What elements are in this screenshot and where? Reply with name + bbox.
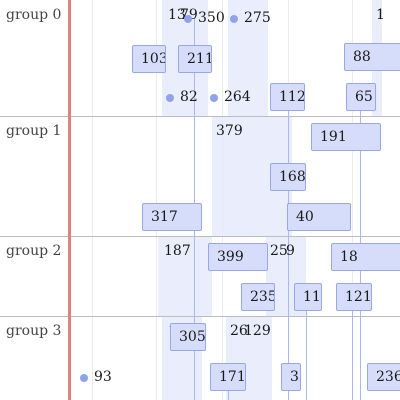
- item-label[interactable]: 187: [164, 243, 191, 259]
- point-dot-icon: [166, 94, 174, 102]
- timeline-item[interactable]: 305: [170, 323, 206, 351]
- timeline-item[interactable]: 236: [367, 363, 400, 391]
- timeline-item[interactable]: 103: [132, 45, 166, 73]
- group-label: group 0: [6, 7, 62, 23]
- group-row: group 2: [0, 237, 400, 317]
- timeline-item[interactable]: 11: [294, 283, 322, 311]
- timeline-item[interactable]: 121: [336, 283, 372, 311]
- timeline-item[interactable]: 112: [270, 83, 305, 111]
- item-label[interactable]: 13: [168, 7, 186, 23]
- current-time-marker: [68, 0, 71, 400]
- gridline: [352, 0, 353, 400]
- timeline-item[interactable]: 33: [281, 363, 301, 391]
- item-connector-line: [306, 310, 307, 400]
- group-row: group 0: [0, 0, 400, 117]
- item-connector-line: [228, 390, 229, 400]
- group-row: group 3: [0, 317, 400, 400]
- timeline-item[interactable]: 317: [142, 203, 202, 231]
- timeline-item[interactable]: 18: [331, 243, 400, 271]
- group-row: group 1: [0, 117, 400, 237]
- item-label[interactable]: 129: [244, 323, 271, 339]
- item-connector-line: [352, 310, 353, 400]
- gridline: [156, 0, 157, 400]
- timeline-item[interactable]: 88: [344, 43, 400, 71]
- timeline-item[interactable]: 40: [287, 203, 351, 231]
- background-band: [158, 236, 212, 316]
- item-label[interactable]: 26: [230, 323, 248, 339]
- gridline: [92, 0, 93, 400]
- item-label[interactable]: 1: [376, 7, 385, 23]
- item-label[interactable]: 379: [216, 123, 243, 139]
- item-label[interactable]: 25: [270, 243, 288, 259]
- point-dot-icon: [184, 15, 192, 23]
- timeline-item[interactable]: 191: [311, 123, 381, 151]
- point-dot-icon: [210, 94, 218, 102]
- group-label: group 2: [6, 243, 62, 259]
- timeline-item[interactable]: 65: [346, 83, 376, 111]
- item-connector-line: [288, 110, 289, 400]
- point-dot-icon: [80, 374, 88, 382]
- timeline-item[interactable]: 211: [178, 45, 212, 73]
- timeline-item[interactable]: 399: [208, 243, 268, 271]
- item-label[interactable]: 9: [286, 243, 295, 259]
- timeline-item[interactable]: 235: [241, 283, 275, 311]
- group-label: group 1: [6, 123, 62, 139]
- timeline-item[interactable]: 171: [210, 363, 246, 391]
- point-dot-icon: [230, 15, 238, 23]
- group-label: group 3: [6, 323, 62, 339]
- timeline-item[interactable]: 168: [270, 163, 306, 191]
